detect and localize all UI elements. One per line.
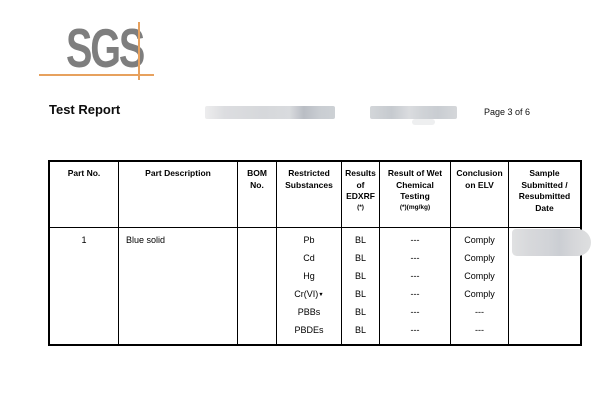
header-line: on ELV xyxy=(465,179,494,190)
substance-name: Hg xyxy=(303,271,315,281)
header-line: Resubmitted xyxy=(518,191,571,201)
footnote-marker: (*) xyxy=(357,203,364,211)
col-header-part-description: Part Description xyxy=(119,162,238,228)
header-line: Sample xyxy=(529,168,560,178)
substance-name: Cr(VI)▼ xyxy=(294,289,324,299)
substance-name: PBBs xyxy=(297,307,321,317)
col-header-bom-no: BOM No. xyxy=(238,162,277,228)
wet-chemical-result: --- xyxy=(410,289,420,299)
conclusion-value: Comply xyxy=(464,235,495,245)
part-no-value: 1 xyxy=(81,235,87,245)
footnote-triangle: ▼ xyxy=(318,292,324,298)
test-results-table: Part No. Part Description BOM No. Restri… xyxy=(48,160,582,346)
edxrf-result: BL xyxy=(354,325,366,335)
substance-name: PBDEs xyxy=(294,325,324,335)
header-line: of xyxy=(356,179,365,190)
wet-chemical-result: --- xyxy=(410,325,420,335)
conclusion-value: --- xyxy=(475,307,484,317)
header-line: Result of Wet xyxy=(387,168,443,178)
conclusion-elv-cell: Comply Comply Comply Comply --- --- xyxy=(451,228,509,344)
wet-chemical-results-cell: --- --- --- --- --- --- xyxy=(380,228,451,344)
footnote-marker: (*)(mg/kg) xyxy=(399,203,431,211)
edxrf-result: BL xyxy=(354,253,366,263)
logo-vertical-rule xyxy=(138,22,140,80)
conclusion-value: --- xyxy=(475,325,484,335)
edxrf-result: BL xyxy=(354,271,366,281)
header-line: Restricted xyxy=(288,168,330,178)
part-description-cell: Blue solid xyxy=(119,228,238,344)
header-line: Chemical xyxy=(396,179,434,190)
col-header-restricted-substances: Restricted Substances xyxy=(277,162,342,228)
header-line: Conclusion xyxy=(456,168,503,178)
wet-chemical-result: --- xyxy=(410,307,420,317)
header-line: Submitted / xyxy=(521,179,568,190)
conclusion-value: Comply xyxy=(464,289,495,299)
header-line: Testing xyxy=(400,191,430,201)
col-header-results-edxrf: Results of EDXRF (*) xyxy=(342,162,380,228)
col-header-part-no: Part No. xyxy=(50,162,119,228)
header-line: BOM xyxy=(247,168,267,178)
report-title: Test Report xyxy=(49,102,121,117)
edxrf-result: BL xyxy=(354,235,366,245)
redacted-report-number xyxy=(205,106,335,119)
part-no-cell: 1 xyxy=(50,228,119,344)
header-line: Part Description xyxy=(145,168,211,178)
redacted-sample-date xyxy=(512,229,591,256)
edxrf-result: BL xyxy=(354,307,366,317)
header-line: Substances xyxy=(285,179,333,190)
page-indicator: Page 3 of 6 xyxy=(484,107,531,117)
sgs-logo: SGS xyxy=(66,17,145,79)
header-line: Date xyxy=(535,202,554,213)
wet-chemical-result: --- xyxy=(410,235,420,245)
conclusion-value: Comply xyxy=(464,271,495,281)
part-description-value: Blue solid xyxy=(126,235,166,245)
logo-horizontal-rule xyxy=(39,74,154,76)
header-line: EDXRF xyxy=(346,191,375,201)
col-header-wet-chemical: Result of Wet Chemical Testing (*)(mg/kg… xyxy=(380,162,451,228)
wet-chemical-result: --- xyxy=(410,271,420,281)
substance-name: Pb xyxy=(303,235,315,245)
header-line: Results xyxy=(345,168,376,178)
header-line: No. xyxy=(250,179,264,190)
conclusion-value: Comply xyxy=(464,253,495,263)
header-line: Part No. xyxy=(67,168,101,178)
edxrf-results-cell: BL BL BL BL BL BL xyxy=(342,228,380,344)
redacted-report-reference xyxy=(370,106,457,119)
edxrf-result: BL xyxy=(354,289,366,299)
bom-no-cell xyxy=(238,228,277,344)
redacted-report-reference-tail xyxy=(412,119,435,125)
col-header-sample-date: Sample Submitted / Resubmitted Date xyxy=(509,162,580,228)
col-header-conclusion-elv: Conclusion on ELV xyxy=(451,162,509,228)
restricted-substances-cell: Pb Cd Hg Cr(VI)▼ PBBs PBDEs xyxy=(277,228,342,344)
substance-name: Cd xyxy=(303,253,315,263)
wet-chemical-result: --- xyxy=(410,253,420,263)
